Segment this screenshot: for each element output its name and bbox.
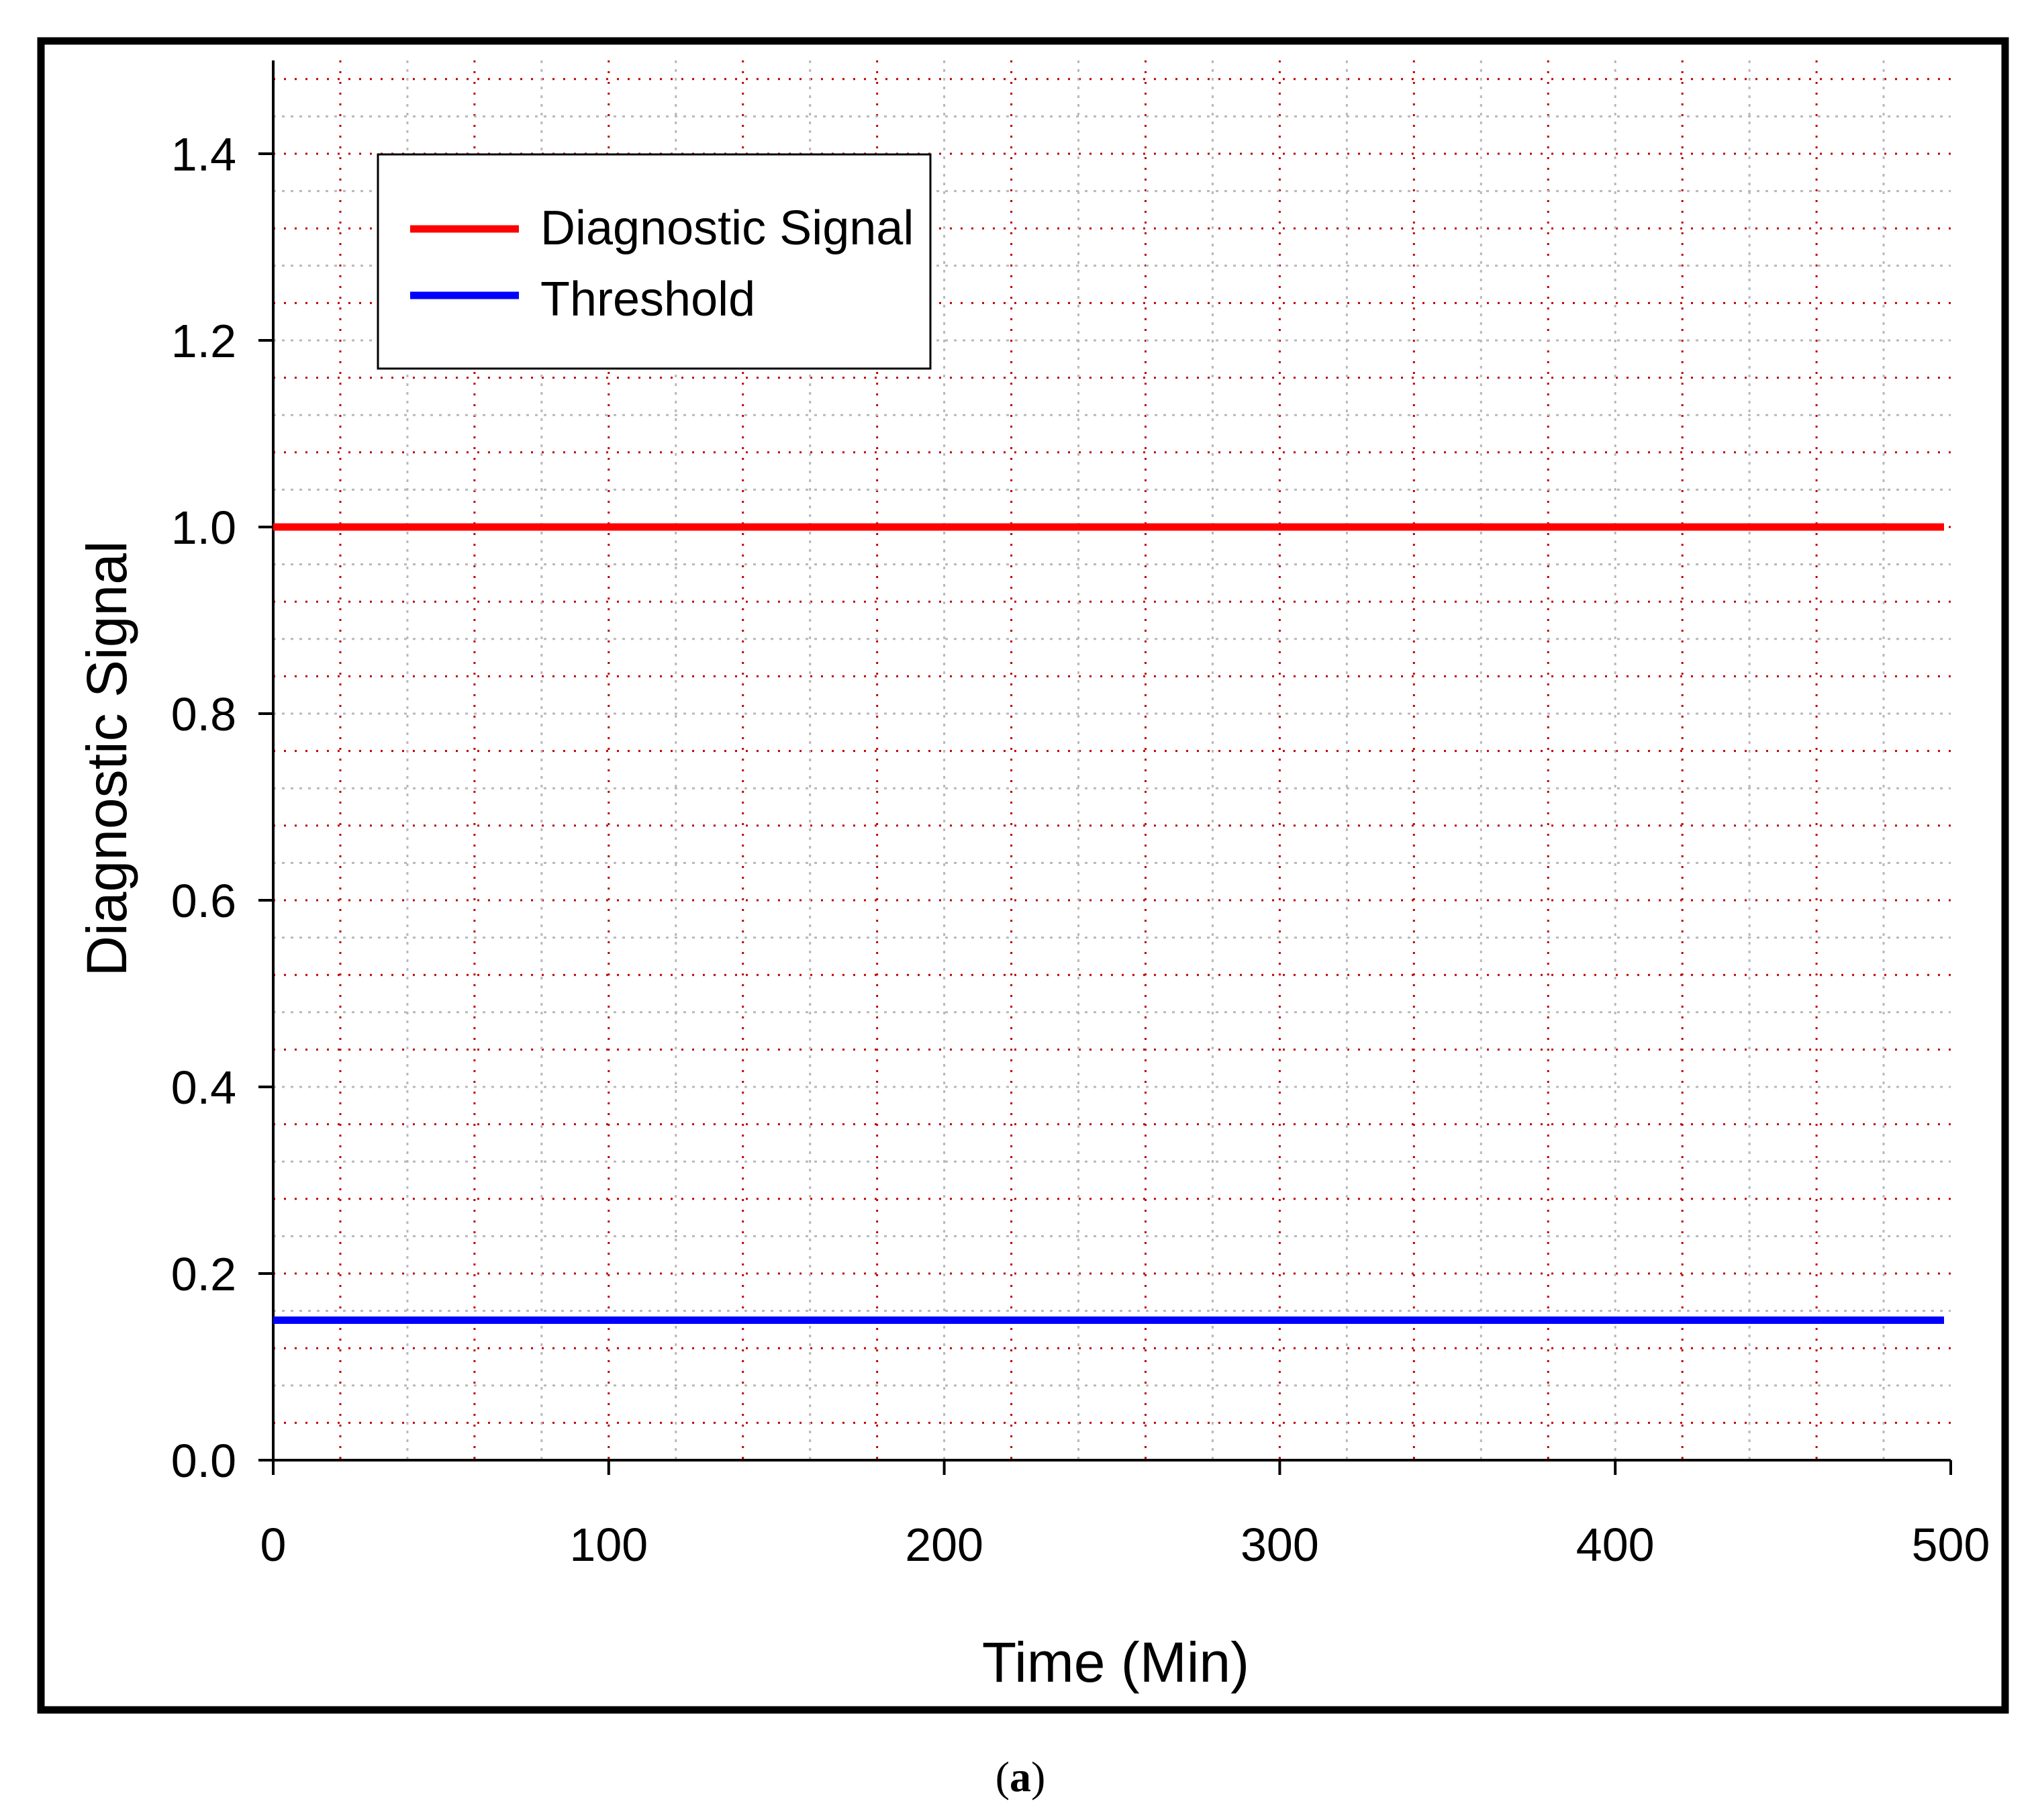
- legend-box: [377, 153, 932, 370]
- x-tick-label: 400: [1576, 1519, 1655, 1571]
- caption-close-paren: ): [1031, 1753, 1045, 1801]
- plot-series: [273, 523, 1945, 1324]
- x-tick-label: 500: [1912, 1519, 1990, 1571]
- caption-open-paren: (: [996, 1753, 1010, 1801]
- y-axis-label: Diagnostic Signal: [75, 540, 138, 976]
- caption-label: a: [1010, 1753, 1031, 1801]
- x-tick-label: 100: [569, 1519, 648, 1571]
- x-axis-label: Time (Min): [982, 1631, 1249, 1694]
- legend-label-threshold: Threshold: [540, 273, 755, 326]
- plot-grid: [273, 60, 1951, 1460]
- y-tick-label: 0.2: [171, 1248, 236, 1300]
- y-tick-label: 0.4: [171, 1061, 236, 1114]
- y-tick-label: 1.4: [171, 128, 236, 181]
- x-tick-label: 300: [1241, 1519, 1319, 1571]
- x-tick-label: 0: [260, 1519, 287, 1571]
- y-tick-label: 0.6: [171, 875, 236, 927]
- tick-labels: 0 100 200 300 400 500 0.0 0.2 0.4 0.6 0.8 1.0 1.2 1.4: [171, 128, 1990, 1571]
- legend: Diagnostic Signal Threshold: [377, 153, 932, 370]
- plot-axes: [258, 60, 1952, 1475]
- y-tick-label: 0.8: [171, 688, 236, 740]
- figure-caption: (a): [996, 1753, 1046, 1801]
- legend-label-diagnostic-signal: Diagnostic Signal: [540, 201, 914, 255]
- figure-frame: [37, 37, 2009, 1714]
- y-tick-label: 1.2: [171, 315, 236, 367]
- y-tick-label: 0.0: [171, 1435, 236, 1487]
- y-tick-label: 1.0: [171, 501, 236, 554]
- x-tick-label: 200: [905, 1519, 983, 1571]
